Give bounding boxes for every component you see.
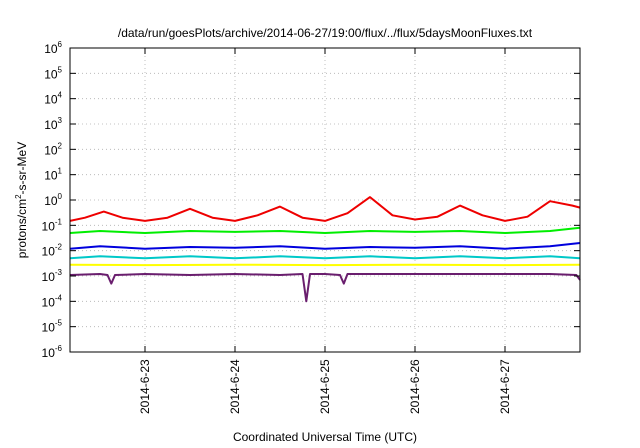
y-tick-label: 106	[44, 40, 62, 56]
y-tick-label: 104	[44, 91, 62, 107]
x-tick-label: 2014-6-25	[318, 359, 332, 414]
x-axis-label: Coordinated Universal Time (UTC)	[233, 430, 417, 444]
series-line-6	[69, 196, 581, 222]
x-tick-label: 2014-6-27	[498, 359, 512, 414]
series-line-4	[69, 242, 581, 250]
y-tick-label: 10-4	[42, 293, 63, 309]
y-tick-label: 10-6	[42, 344, 63, 360]
series-line-1	[69, 273, 581, 303]
y-tick-label: 101	[44, 167, 62, 183]
series-line-3	[69, 255, 581, 260]
x-axis: 2014-6-23 2014-6-24 2014-6-25 2014-6-26 2014…	[138, 48, 512, 414]
y-tick-label: 102	[44, 141, 62, 157]
y-tick-label: 10-1	[42, 217, 63, 233]
chart-title: /data/run/goesPlots/archive/2014-06-27/1…	[118, 26, 533, 40]
y-tick-label: 10-5	[42, 319, 63, 335]
grid	[70, 48, 580, 352]
y-tick-label: 103	[44, 116, 62, 132]
x-tick-label: 2014-6-24	[228, 359, 242, 414]
x-tick-label: 2014-6-26	[408, 359, 422, 414]
y-tick-label: 100	[44, 192, 62, 208]
y-axis-label: protons/cm2-s-sr-MeV	[14, 142, 29, 258]
y-tick-label: 105	[44, 65, 62, 81]
series-line-5	[69, 226, 581, 234]
series-layer	[69, 196, 581, 303]
x-tick-label: 2014-6-23	[138, 359, 152, 414]
y-axis: 10-6 10-5 10-4 10-3 10-2 10-1 100 101 102 103 104 1…	[42, 40, 580, 360]
y-tick-label: 10-3	[42, 268, 63, 284]
y-tick-label: 10-2	[42, 243, 63, 259]
